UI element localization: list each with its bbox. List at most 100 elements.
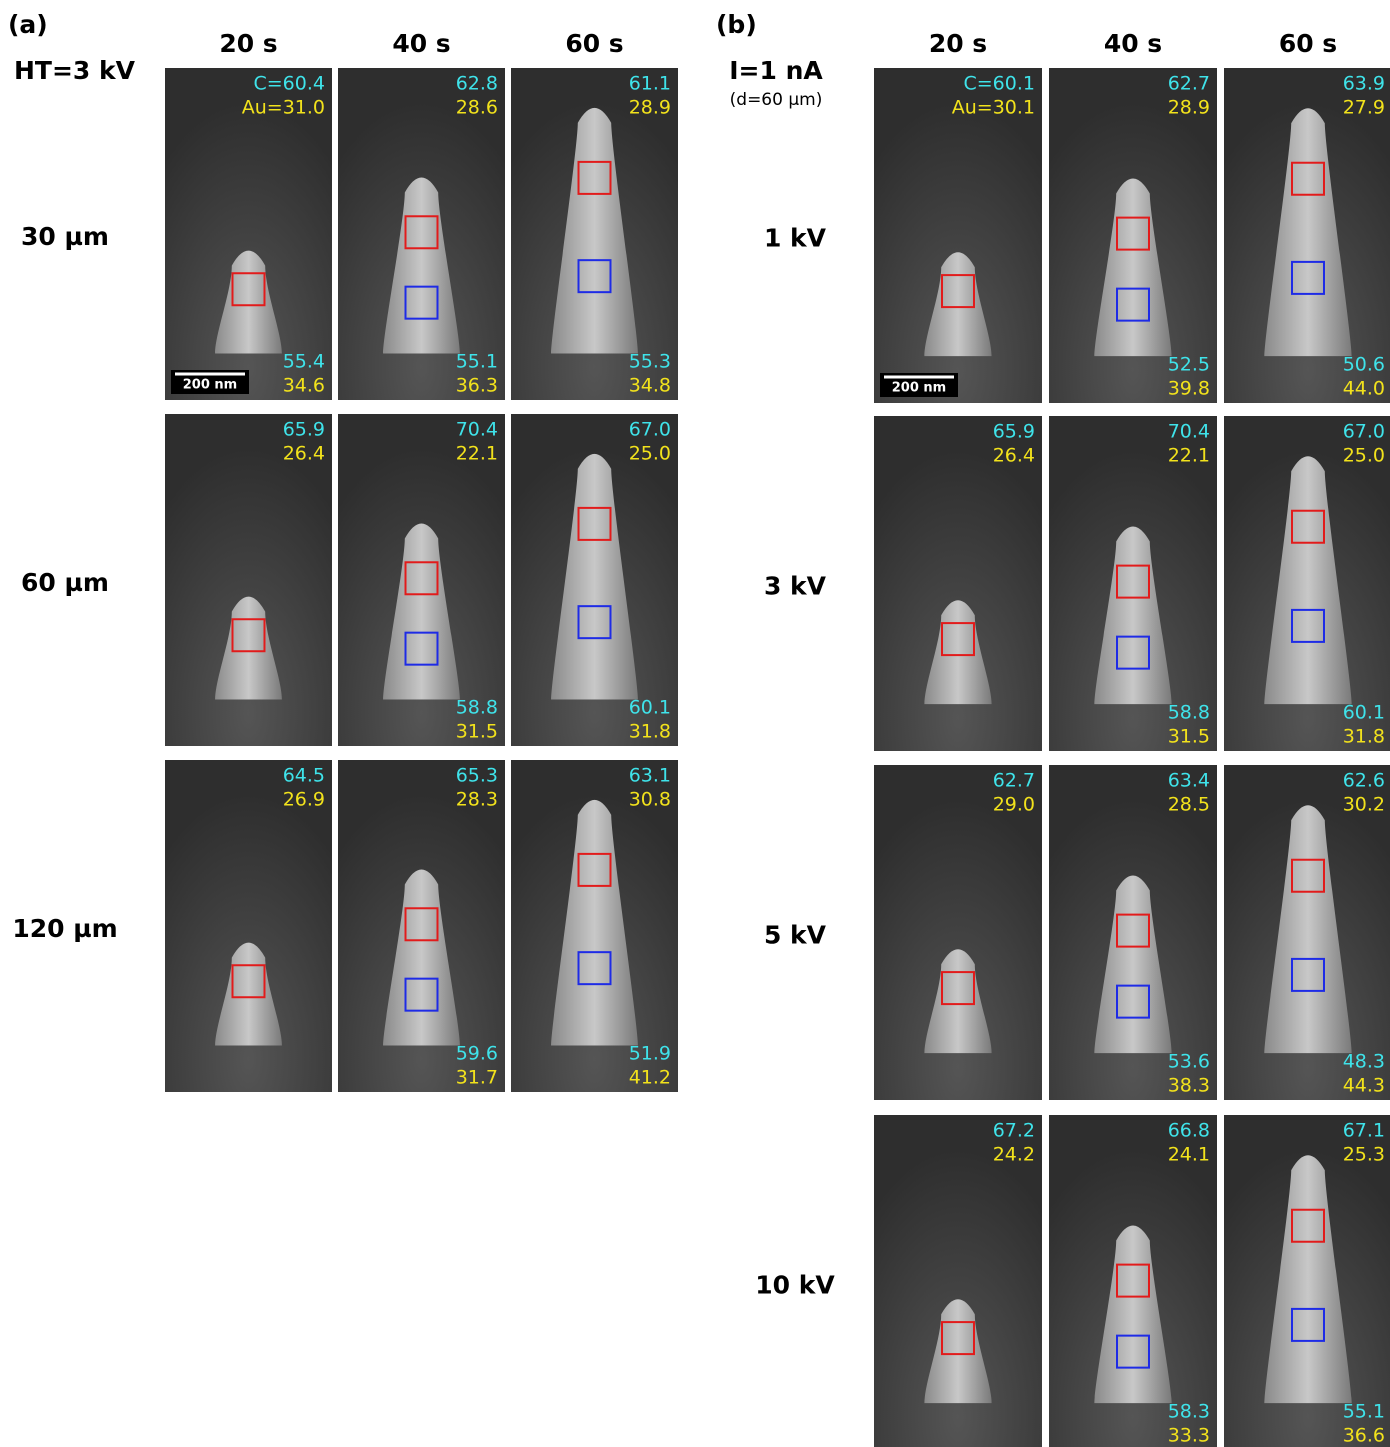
carbon-bottom: 55.1 bbox=[456, 351, 498, 373]
carbon-bottom: 55.4 bbox=[283, 351, 325, 373]
gold-bottom: 31.8 bbox=[629, 721, 671, 743]
carbon-bottom: 58.8 bbox=[1168, 702, 1210, 724]
carbon-bottom: 50.6 bbox=[1343, 354, 1385, 376]
sem-image: 63.927.9 50.644.0 bbox=[1224, 68, 1390, 403]
gold-top: 28.5 bbox=[1168, 794, 1210, 816]
carbon-top: 64.5 bbox=[283, 765, 325, 787]
gold-top: 27.9 bbox=[1343, 97, 1385, 119]
carbon-bottom: 60.1 bbox=[629, 697, 671, 719]
carbon-top: C=60.1 bbox=[964, 73, 1036, 95]
gold-top: 25.3 bbox=[1343, 1144, 1385, 1166]
column-header: 40 s bbox=[392, 29, 450, 58]
sem-image: 63.130.851.941.2 bbox=[511, 760, 678, 1092]
sem-image: 62.828.6 55.136.3 bbox=[338, 68, 505, 400]
carbon-bottom: 60.1 bbox=[1343, 702, 1385, 724]
carbon-top: 70.4 bbox=[456, 419, 498, 441]
sem-image: 67.224.2 bbox=[874, 1115, 1042, 1447]
gold-top: 22.1 bbox=[1168, 445, 1210, 467]
gold-bottom: 36.6 bbox=[1343, 1425, 1385, 1447]
gold-top: 26.4 bbox=[283, 443, 325, 465]
gold-top: 30.8 bbox=[629, 789, 671, 811]
carbon-top: 67.2 bbox=[993, 1120, 1035, 1142]
sem-image: 70.422.158.831.5 bbox=[338, 414, 505, 746]
carbon-top: 62.7 bbox=[993, 770, 1035, 792]
carbon-bottom: 55.3 bbox=[629, 351, 671, 373]
carbon-top: 63.1 bbox=[629, 765, 671, 787]
carbon-bottom: 58.8 bbox=[456, 697, 498, 719]
sem-image: 66.824.1 58.333.3 bbox=[1049, 1115, 1217, 1447]
gold-bottom: 39.8 bbox=[1168, 378, 1210, 400]
sem-image: 65.328.359.631.7 bbox=[338, 760, 505, 1092]
gold-bottom: 31.7 bbox=[456, 1067, 498, 1089]
gold-bottom: 36.3 bbox=[456, 375, 498, 397]
sem-image: 65.926.4 bbox=[874, 416, 1042, 751]
scale-bar-label: 200 nm bbox=[892, 381, 946, 396]
row-label: 60 µm bbox=[21, 568, 109, 597]
carbon-top: 67.1 bbox=[1343, 1120, 1385, 1142]
figure: (a) HT=3 kV (b) I=1 nA (d=60 µm) 20 s40 … bbox=[0, 0, 1390, 1447]
corner-note: (d=60 µm) bbox=[730, 90, 823, 110]
gold-top: Au=30.1 bbox=[952, 97, 1035, 119]
gold-bottom: 44.0 bbox=[1343, 378, 1385, 400]
sem-image: 61.128.9 55.334.8 bbox=[511, 68, 678, 400]
carbon-top: 65.9 bbox=[993, 421, 1035, 443]
sem-image: 62.728.9 52.539.8 bbox=[1049, 68, 1217, 403]
carbon-top: 62.6 bbox=[1343, 770, 1385, 792]
carbon-top: 70.4 bbox=[1168, 421, 1210, 443]
column-header: 40 s bbox=[1104, 29, 1162, 58]
gold-top: 30.2 bbox=[1343, 794, 1385, 816]
scale-bar-label: 200 nm bbox=[183, 378, 237, 393]
carbon-top: 62.8 bbox=[456, 73, 498, 95]
carbon-bottom: 59.6 bbox=[456, 1043, 498, 1065]
carbon-bottom: 55.1 bbox=[1343, 1401, 1385, 1423]
carbon-top: C=60.4 bbox=[254, 73, 326, 95]
carbon-top: 63.4 bbox=[1168, 770, 1210, 792]
carbon-bottom: 58.3 bbox=[1168, 1401, 1210, 1423]
carbon-top: 65.3 bbox=[456, 765, 498, 787]
gold-top: Au=31.0 bbox=[242, 97, 325, 119]
gold-bottom: 34.8 bbox=[629, 375, 671, 397]
gold-top: 25.0 bbox=[629, 443, 671, 465]
gold-top: 29.0 bbox=[993, 794, 1035, 816]
gold-top: 25.0 bbox=[1343, 445, 1385, 467]
gold-bottom: 38.3 bbox=[1168, 1075, 1210, 1097]
carbon-top: 61.1 bbox=[629, 73, 671, 95]
column-header: 20 s bbox=[219, 29, 277, 58]
corner-label: I=1 nA bbox=[729, 56, 823, 85]
gold-bottom: 33.3 bbox=[1168, 1425, 1210, 1447]
carbon-bottom: 53.6 bbox=[1168, 1051, 1210, 1073]
sem-image: 67.025.0 60.131.8 bbox=[511, 414, 678, 746]
sem-image: 67.025.060.131.8 bbox=[1224, 416, 1390, 751]
gold-top: 26.9 bbox=[283, 789, 325, 811]
carbon-top: 62.7 bbox=[1168, 73, 1210, 95]
column-header: 60 s bbox=[565, 29, 623, 58]
carbon-top: 66.8 bbox=[1168, 1120, 1210, 1142]
gold-top: 24.2 bbox=[993, 1144, 1035, 1166]
row-label: 120 µm bbox=[12, 914, 117, 943]
corner-label: HT=3 kV bbox=[14, 56, 136, 85]
gold-top: 24.1 bbox=[1168, 1144, 1210, 1166]
sem-image: 64.526.9 bbox=[165, 760, 332, 1092]
sem-image: C=60.4Au=31.0 55.434.6 200 nm bbox=[165, 68, 332, 400]
gold-top: 28.6 bbox=[456, 97, 498, 119]
panel-label: (a) bbox=[8, 10, 48, 39]
row-label: 10 kV bbox=[755, 1271, 835, 1300]
row-label: 30 µm bbox=[21, 222, 109, 251]
gold-top: 28.9 bbox=[1168, 97, 1210, 119]
carbon-top: 67.0 bbox=[1343, 421, 1385, 443]
carbon-top: 63.9 bbox=[1343, 73, 1385, 95]
carbon-top: 67.0 bbox=[629, 419, 671, 441]
gold-top: 22.1 bbox=[456, 443, 498, 465]
gold-bottom: 44.3 bbox=[1343, 1075, 1385, 1097]
carbon-bottom: 51.9 bbox=[629, 1043, 671, 1065]
sem-image: 62.729.0 bbox=[874, 765, 1042, 1100]
gold-top: 28.9 bbox=[629, 97, 671, 119]
gold-bottom: 31.5 bbox=[1168, 726, 1210, 748]
gold-bottom: 34.6 bbox=[283, 375, 325, 397]
sem-image: 65.926.4 bbox=[165, 414, 332, 746]
carbon-bottom: 52.5 bbox=[1168, 354, 1210, 376]
carbon-top: 65.9 bbox=[283, 419, 325, 441]
sem-image: 70.422.1 58.831.5 bbox=[1049, 416, 1217, 751]
row-label: 3 kV bbox=[764, 572, 827, 601]
column-header: 20 s bbox=[929, 29, 987, 58]
